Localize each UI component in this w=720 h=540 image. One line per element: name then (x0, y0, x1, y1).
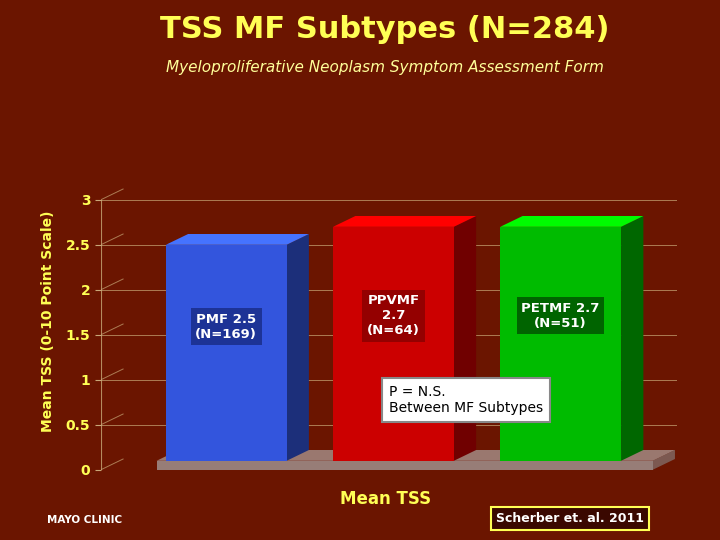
Text: TSS MF Subtypes (N=284): TSS MF Subtypes (N=284) (161, 15, 610, 44)
Polygon shape (621, 216, 644, 461)
Polygon shape (166, 234, 309, 245)
Polygon shape (166, 245, 287, 461)
Polygon shape (333, 227, 454, 461)
Text: MAYO CLINIC: MAYO CLINIC (47, 515, 122, 525)
Text: Scherber et. al. 2011: Scherber et. al. 2011 (496, 512, 644, 525)
Polygon shape (652, 450, 675, 470)
Polygon shape (287, 234, 309, 461)
Text: Mean TSS: Mean TSS (340, 490, 431, 509)
Text: PETMF 2.7
(N=51): PETMF 2.7 (N=51) (521, 302, 600, 330)
Polygon shape (156, 450, 675, 461)
Text: PPVMF
2.7
(N=64): PPVMF 2.7 (N=64) (367, 294, 420, 337)
Text: Myeloproliferative Neoplasm Symptom Assessment Form: Myeloproliferative Neoplasm Symptom Asse… (166, 60, 604, 75)
Y-axis label: Mean TSS (0-10 Point Scale): Mean TSS (0-10 Point Scale) (40, 211, 55, 432)
Polygon shape (333, 216, 476, 227)
Polygon shape (454, 216, 476, 461)
Text: PMF 2.5
(N=169): PMF 2.5 (N=169) (195, 313, 257, 341)
Polygon shape (500, 216, 644, 227)
Text: P = N.S.
Between MF Subtypes: P = N.S. Between MF Subtypes (389, 384, 543, 415)
Polygon shape (500, 227, 621, 461)
Polygon shape (156, 461, 652, 470)
